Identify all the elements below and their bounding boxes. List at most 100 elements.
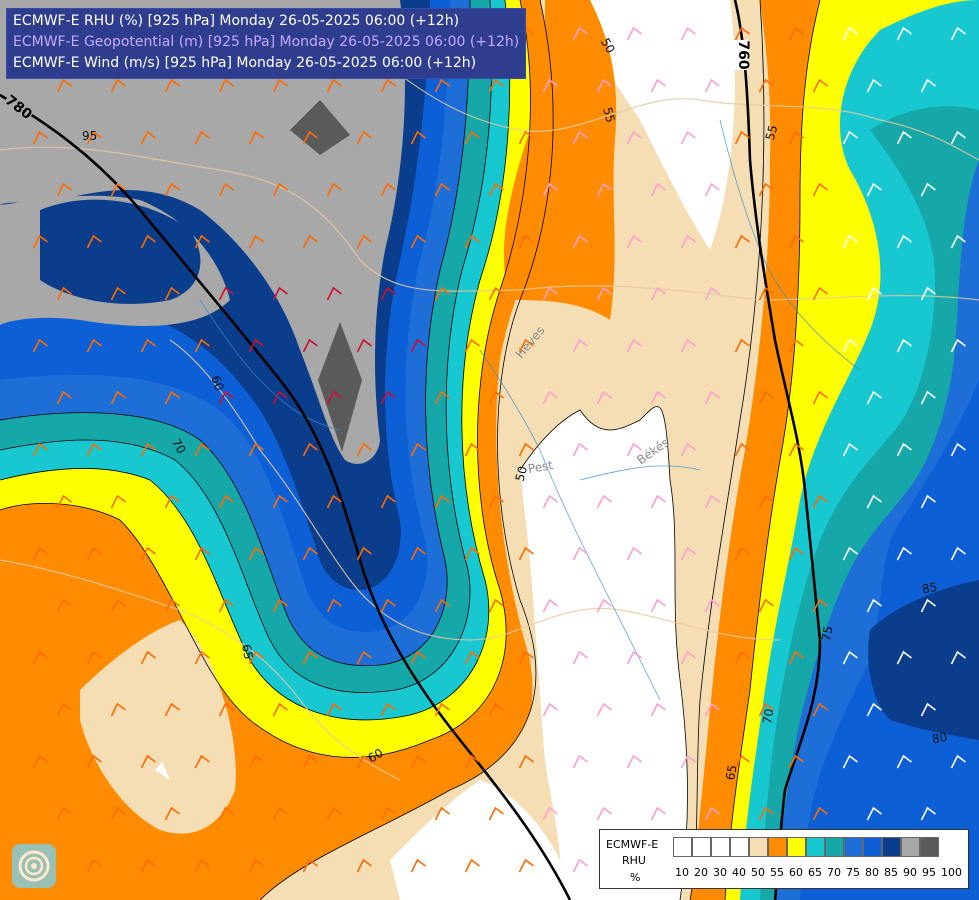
wind-barbs (32, 26, 966, 873)
wind-barb (110, 286, 126, 301)
wind-barb (518, 546, 534, 561)
wind-barb (704, 182, 720, 197)
color-legend: ECMWF-E RHU % 10 20 30 40 50 55 60 65 70 75 80 85 90… (599, 829, 969, 889)
wind-barb (272, 390, 288, 405)
wind-barb (842, 546, 858, 561)
contour-label: 95 (82, 129, 97, 143)
wind-barb (950, 442, 966, 457)
wind-barb (650, 78, 666, 93)
wind-barb (32, 546, 48, 561)
legend-unit: % (630, 871, 641, 884)
wind-barb (110, 182, 126, 197)
legend-swatch (787, 837, 806, 857)
wind-barb (56, 494, 72, 509)
wind-barb (434, 286, 450, 301)
wind-barb (272, 286, 288, 301)
wind-barb (704, 78, 720, 93)
wind-barb (56, 182, 72, 197)
wind-barb (194, 650, 210, 665)
wind-barb (896, 442, 912, 457)
wind-barb (488, 390, 504, 405)
wind-barb (272, 494, 288, 509)
wind-barb (920, 494, 936, 509)
wind-barb (488, 702, 504, 717)
wind-barb (302, 130, 318, 145)
wind-barb (812, 182, 828, 197)
wind-barb (464, 338, 480, 353)
legend-swatch (806, 837, 825, 857)
legend-swatch (768, 837, 787, 857)
legend-tick: 55 (770, 866, 784, 879)
wind-barb (950, 754, 966, 769)
wind-barb (920, 702, 936, 717)
wind-barb (650, 702, 666, 717)
wind-barb (380, 78, 396, 93)
wind-barb (218, 78, 234, 93)
wind-barb (950, 338, 966, 353)
wind-barb (356, 442, 372, 457)
wind-barb (704, 598, 720, 613)
wind-barb (410, 546, 426, 561)
wind-barb (518, 130, 534, 145)
wind-barb (248, 234, 264, 249)
wind-barb (734, 442, 750, 457)
wind-barb (896, 546, 912, 561)
wind-barb (680, 442, 696, 457)
wind-barb (164, 494, 180, 509)
wind-barb (56, 390, 72, 405)
wind-barb (758, 286, 774, 301)
wind-barb (140, 234, 156, 249)
wind-barb (302, 858, 318, 873)
wind-barb (248, 754, 264, 769)
map-title-box: ECMWF-E RHU (%) [925 hPa] Monday 26-05-2… (6, 8, 527, 79)
legend-variable: RHU (622, 854, 646, 867)
wind-barb (86, 546, 102, 561)
wind-barb (734, 754, 750, 769)
title-geopotential: ECMWF-E Geopotential (m) [925 hPa] Monda… (13, 34, 520, 50)
wind-barb (356, 130, 372, 145)
wind-barb (920, 390, 936, 405)
wind-barb (812, 702, 828, 717)
wind-barb (812, 806, 828, 821)
wind-barb (812, 598, 828, 613)
wind-barb (650, 494, 666, 509)
wind-barb (194, 338, 210, 353)
legend-tick: 95 (922, 866, 936, 879)
wind-barb (464, 754, 480, 769)
wind-barb (542, 182, 558, 197)
wind-barb (302, 546, 318, 561)
wind-barb (734, 234, 750, 249)
wind-barb (650, 286, 666, 301)
place-label-pest: Pest (527, 458, 554, 476)
wind-barb (488, 598, 504, 613)
wind-barb (32, 234, 48, 249)
wind-barb (542, 78, 558, 93)
wind-barb (194, 754, 210, 769)
wind-barb (86, 442, 102, 457)
wind-barb (56, 286, 72, 301)
wind-barb (626, 234, 642, 249)
wind-barb (248, 546, 264, 561)
wind-barb (788, 754, 804, 769)
contour-label: 85 (921, 580, 938, 596)
wind-barb (788, 546, 804, 561)
legend-swatch (882, 837, 901, 857)
legend-tick: 90 (903, 866, 917, 879)
wind-barb (194, 858, 210, 873)
wind-barb (140, 650, 156, 665)
wind-barb (572, 26, 588, 41)
wind-barb (920, 598, 936, 613)
wind-barb (518, 338, 534, 353)
contour-label: 50 (513, 464, 530, 482)
wind-barb (464, 546, 480, 561)
wind-barb (866, 182, 882, 197)
wind-barb (488, 286, 504, 301)
wind-barb (56, 702, 72, 717)
wind-barb (488, 78, 504, 93)
wind-barb (326, 702, 342, 717)
wind-barb (410, 442, 426, 457)
wind-barb (518, 858, 534, 873)
wind-barb (626, 546, 642, 561)
wind-barb (164, 806, 180, 821)
